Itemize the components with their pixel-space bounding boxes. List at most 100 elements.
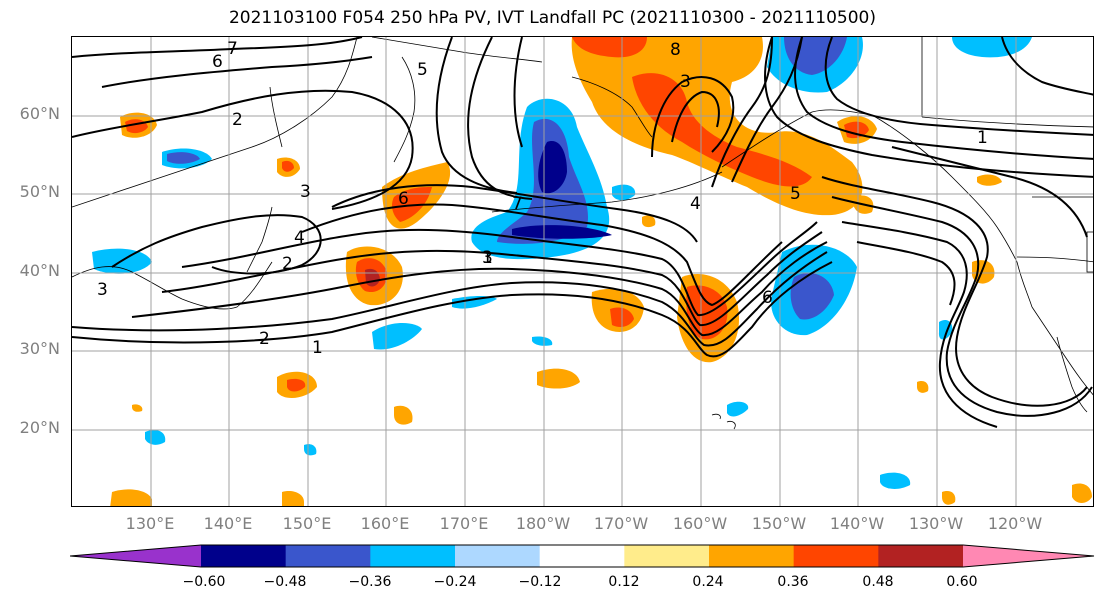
map-canvas: 6 7 5 2 3 4 1 2 3 2 1 8 3 5 7 3 6 6 1 4: [72, 37, 1093, 506]
coastline-layer: [72, 37, 1093, 430]
colorbar-segment: [624, 545, 710, 567]
contour-line: [72, 89, 414, 210]
contour-label-layer: 6 7 5 2 3 4 1 2 3 2 1 8 3 5 7 3 6 6 1 4: [97, 39, 988, 358]
lat-label-60n: 60°N: [19, 104, 60, 123]
contour-label: 4: [294, 228, 305, 248]
negative-anomaly-arctic-far: [952, 37, 1032, 58]
negative-anomaly-ne-pacific-core: [790, 273, 834, 320]
contour-line: [841, 221, 998, 428]
colorbar-tick: 0.48: [862, 574, 894, 590]
colorbar-tick: −0.48: [263, 574, 307, 590]
colorbar-segment: [539, 545, 625, 567]
colorbar-tick: −0.12: [518, 574, 562, 590]
contour-label: 3: [97, 280, 108, 300]
lat-label-50n: 50°N: [19, 182, 60, 201]
positive-anomaly-east-3: [977, 174, 1002, 186]
lon-label: 140°E: [203, 514, 253, 533]
contour-line: [301, 203, 783, 307]
positive-anomaly-sub-2: [394, 405, 413, 425]
contour-line: [131, 241, 828, 337]
contour-line: [651, 76, 735, 158]
positive-anomaly-scatter-1: [942, 491, 956, 505]
contour-line: [831, 196, 1093, 417]
coastline-korea-japan: [72, 261, 273, 310]
negative-anomaly-bering-core2: [512, 225, 612, 239]
negative-anomaly-small4: [145, 430, 166, 445]
map-title: 2021103100 F054 250 hPa PV, IVT Landfall…: [228, 8, 876, 28]
coastline-east-asia: [72, 37, 358, 208]
positive-anomaly-sub-3: [282, 491, 304, 506]
contour-line: [181, 221, 818, 317]
contour-line: [72, 37, 363, 58]
positive-anomaly-bering-south: [642, 215, 656, 228]
colorbar-tick: −0.24: [433, 574, 477, 590]
lon-label: 150°E: [282, 514, 332, 533]
colorbar-segments: [70, 545, 1094, 567]
coastline-hawaii-2: [726, 421, 736, 430]
positive-anomaly-sw: [110, 489, 152, 506]
lon-label: 160°E: [360, 514, 410, 533]
lon-label: 120°W: [987, 514, 1043, 533]
coastline-hawaii-1: [711, 413, 721, 420]
gridline-layer: [72, 37, 1093, 506]
lat-label-40n: 40°N: [19, 261, 60, 280]
contour-label: 8: [670, 40, 681, 60]
positive-anomaly-scatter-4: [132, 404, 143, 412]
positive-anomaly-alaska-red: [632, 73, 812, 187]
contour-label: 6: [398, 189, 409, 209]
lat-label-20n: 20°N: [19, 418, 60, 437]
contour-label: 1: [482, 248, 493, 268]
contour-line: [101, 56, 373, 88]
coastline-california: [1031, 306, 1093, 396]
colorbar-segment: [370, 545, 456, 567]
contour-line: [331, 184, 698, 243]
lon-label: 170°W: [593, 514, 649, 533]
map-panel: 6 7 5 2 3 4 1 2 3 2 1 8 3 5 7 3 6 6 1 4: [71, 36, 1094, 507]
negative-anomaly-small9: [304, 444, 317, 456]
colorbar-segment: [455, 545, 541, 567]
positive-anomaly-central-2: [537, 368, 580, 389]
contour-label: 5: [417, 60, 428, 80]
coastline-us-border: [1016, 256, 1093, 263]
lon-label: 130°E: [125, 514, 175, 533]
coastline-alaska-panhandle: [871, 114, 998, 228]
contour-layer: [72, 37, 1093, 428]
colorbar-segment: [285, 545, 371, 567]
contour-label: 5: [790, 184, 801, 204]
contour-line: [72, 251, 828, 347]
coastline-chukotka: [371, 37, 543, 63]
shaded-field-layer: [92, 37, 1092, 506]
contour-label: 3: [300, 182, 311, 202]
contour-line: [72, 261, 833, 358]
contour-line: [794, 37, 1093, 160]
contour-line: [1001, 37, 1093, 96]
coastline-baja: [1056, 336, 1088, 413]
coastline-canada-border: [921, 116, 1093, 128]
colorbar-extend-low: [70, 545, 201, 567]
colorbar-segment: [709, 545, 795, 567]
contour-label: 1: [312, 338, 323, 358]
contour-label: 7: [512, 194, 523, 214]
negative-anomaly-small6: [880, 472, 911, 489]
colorbar-segment: [878, 545, 964, 567]
contour-label: 6: [762, 288, 773, 308]
colorbar-tick: −0.36: [348, 574, 392, 590]
colorbar-tick: 0.12: [608, 574, 640, 590]
positive-anomaly-scatter-2: [917, 381, 929, 393]
colorbar-tick: −0.60: [182, 574, 226, 590]
contour-line: [856, 241, 956, 306]
contour-label: 2: [259, 329, 270, 349]
contour-line: [435, 37, 518, 194]
lon-label: 150°W: [751, 514, 807, 533]
contour-line: [824, 37, 1093, 136]
lon-label: 180°W: [515, 514, 571, 533]
positive-anomaly-east-2: [1072, 483, 1092, 503]
positive-anomaly-okhotsk-small-red: [282, 160, 294, 172]
negative-anomaly-kamchatka-west-core: [167, 152, 200, 164]
contour-line: [513, 37, 523, 148]
positive-anomaly-sub-1-red: [287, 378, 306, 392]
coastline-alaska-west: [571, 76, 653, 138]
contour-line: [467, 37, 533, 200]
contour-label: 7: [227, 39, 238, 59]
lon-label: 130°W: [908, 514, 964, 533]
